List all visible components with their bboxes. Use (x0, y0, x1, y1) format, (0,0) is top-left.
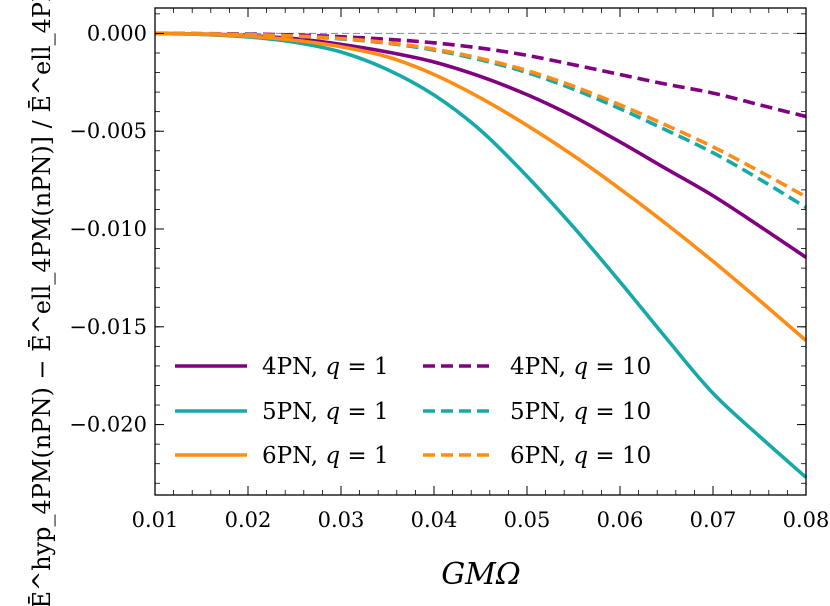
x-axis-title: GMΩ (441, 557, 521, 592)
x-tick-label: 0.08 (783, 508, 830, 532)
y-axis-title: [Ē^hyp_4PM(nPN) − Ē^ell_4PM(nPN)] / Ē^el… (28, 0, 56, 606)
series-layer (154, 31, 808, 479)
legend-label: 4PN, q = 10 (510, 354, 651, 380)
legend: 4PN, q = 1 4PN, q = 10 5PN, q = 1 5PN, q = … (175, 354, 651, 469)
legend-label: 6PN, q = 10 (510, 443, 651, 469)
plot-frame (154, 7, 807, 496)
y-tick-label: 0.000 (87, 21, 147, 45)
x-tick-label: 0.01 (132, 508, 179, 532)
y-tick-label: −0.005 (69, 119, 147, 143)
legend-label: 5PN, q = 10 (510, 399, 651, 425)
series-line-6 (154, 31, 807, 199)
legend-label: 5PN, q = 1 (262, 399, 389, 425)
ticks-layer: 0.01 0.02 0.03 0.04 0.05 0.06 0.07 0.08 0.000 −0.… (69, 8, 829, 532)
x-tick-label: 0.05 (504, 508, 551, 532)
series-line-4 (154, 31, 807, 119)
x-tick-label: 0.04 (411, 508, 458, 532)
series-line-3 (154, 31, 808, 342)
y-tick-label: −0.010 (69, 217, 147, 241)
x-tick-label: 0.06 (597, 508, 644, 532)
y-tick-label: −0.015 (69, 315, 147, 339)
x-tick-label: 0.02 (225, 508, 272, 532)
x-tick-label: 0.03 (318, 508, 365, 532)
legend-label: 6PN, q = 1 (262, 443, 389, 469)
legend-label: 4PN, q = 1 (262, 354, 389, 380)
x-tick-label: 0.07 (690, 508, 737, 532)
y-tick-label: −0.020 (69, 413, 147, 437)
